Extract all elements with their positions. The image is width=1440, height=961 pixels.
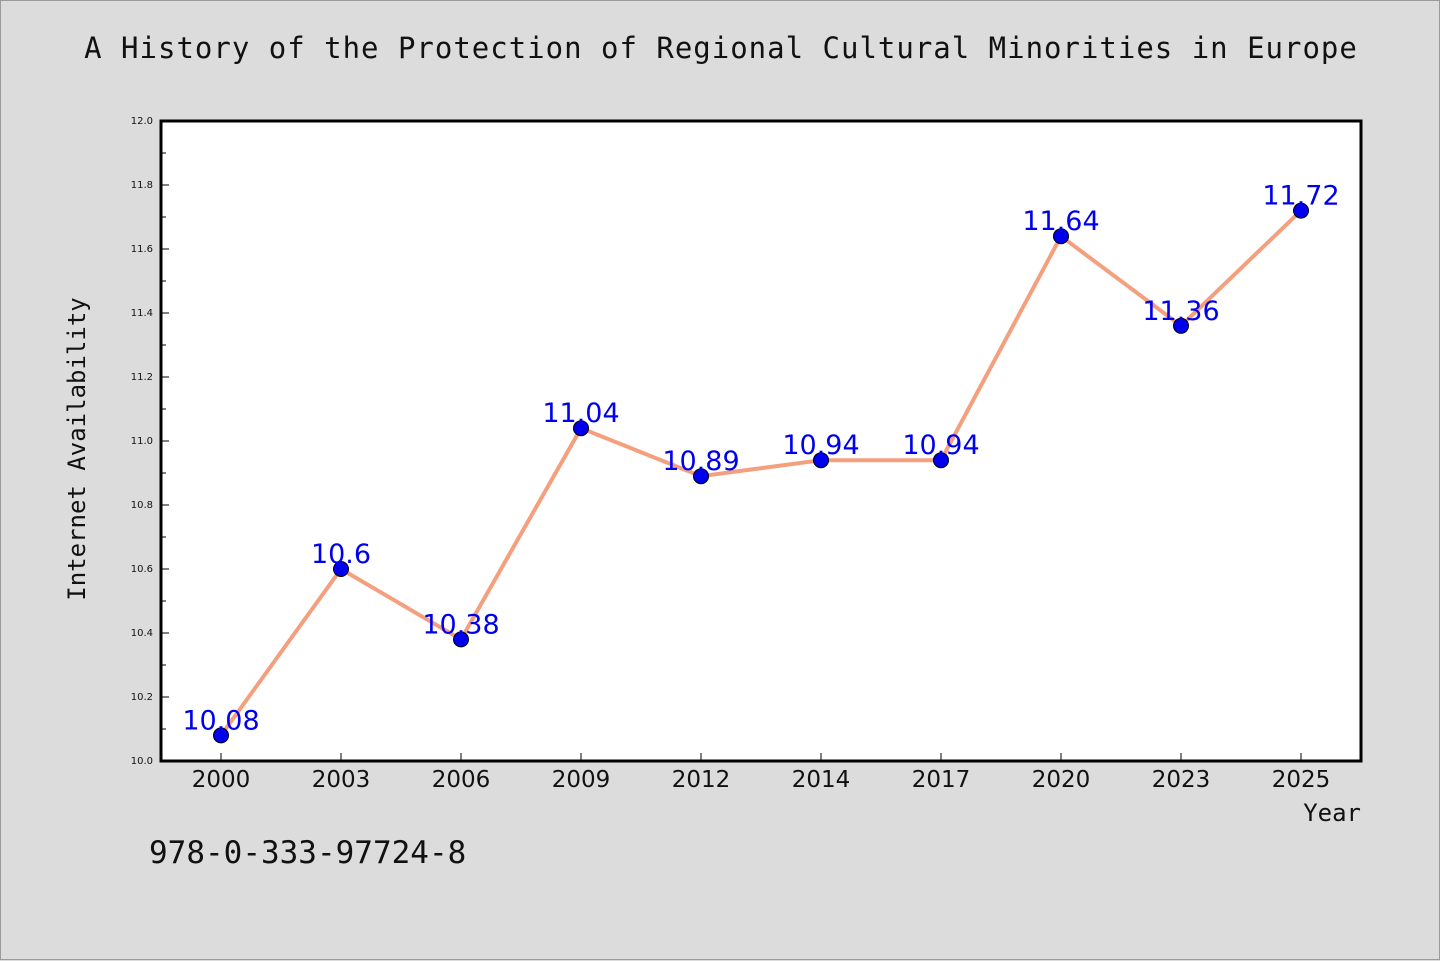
data-point bbox=[693, 468, 709, 485]
y-tick-label: 11.8 bbox=[131, 180, 153, 191]
data-label: 10.94 bbox=[782, 430, 859, 461]
y-tick-label: 12.0 bbox=[131, 116, 153, 127]
x-tick-label: 2025 bbox=[1272, 767, 1331, 793]
data-label: 11.64 bbox=[1022, 206, 1099, 237]
data-label: 11.04 bbox=[542, 398, 619, 429]
data-point bbox=[1293, 202, 1309, 219]
x-tick-label: 2014 bbox=[792, 767, 851, 793]
data-label: 11.36 bbox=[1142, 296, 1219, 327]
x-tick-label: 2003 bbox=[312, 767, 371, 793]
plot-area bbox=[159, 119, 1363, 763]
data-label: 10.38 bbox=[422, 609, 499, 640]
data-point bbox=[213, 727, 229, 744]
data-point bbox=[333, 561, 349, 577]
y-tick-label: 10.0 bbox=[131, 756, 153, 767]
chart-title: A History of the Protection of Regional … bbox=[84, 31, 1358, 65]
x-tick-label: 2009 bbox=[552, 767, 611, 793]
y-tick-label: 10.2 bbox=[131, 692, 153, 703]
x-tick-label: 2006 bbox=[432, 767, 491, 793]
y-tick-label: 10.8 bbox=[131, 500, 153, 511]
data-label: 10.94 bbox=[902, 430, 979, 461]
data-point bbox=[1053, 228, 1069, 245]
data-point bbox=[453, 631, 469, 648]
data-point bbox=[573, 420, 589, 437]
x-axis-label: Year bbox=[1303, 799, 1361, 827]
y-axis-label: Internet Availability bbox=[63, 297, 91, 600]
data-label: 10.08 bbox=[182, 705, 259, 736]
x-tick-label: 2012 bbox=[672, 767, 731, 793]
data-label: 10.89 bbox=[662, 446, 739, 477]
y-tick-label: 10.4 bbox=[131, 628, 153, 639]
x-tick-label: 2023 bbox=[1152, 767, 1211, 793]
data-point bbox=[933, 452, 949, 469]
series-line bbox=[219, 209, 1303, 737]
y-tick-label: 11.4 bbox=[131, 308, 153, 319]
data-point bbox=[1173, 317, 1189, 334]
x-tick-label: 2000 bbox=[192, 767, 251, 793]
y-tick-label: 11.6 bbox=[131, 244, 153, 255]
x-tick-label: 2017 bbox=[912, 767, 971, 793]
y-tick-label: 11.2 bbox=[131, 372, 153, 383]
x-tick-label: 2020 bbox=[1032, 767, 1091, 793]
y-tick-label: 10.6 bbox=[131, 564, 153, 575]
y-tick-label: 11.0 bbox=[131, 436, 153, 447]
isbn-label: 978-0-333-97724-8 bbox=[149, 835, 467, 871]
data-label: 10.6 bbox=[311, 539, 371, 570]
data-label: 11.72 bbox=[1262, 181, 1339, 212]
data-point bbox=[813, 452, 829, 469]
